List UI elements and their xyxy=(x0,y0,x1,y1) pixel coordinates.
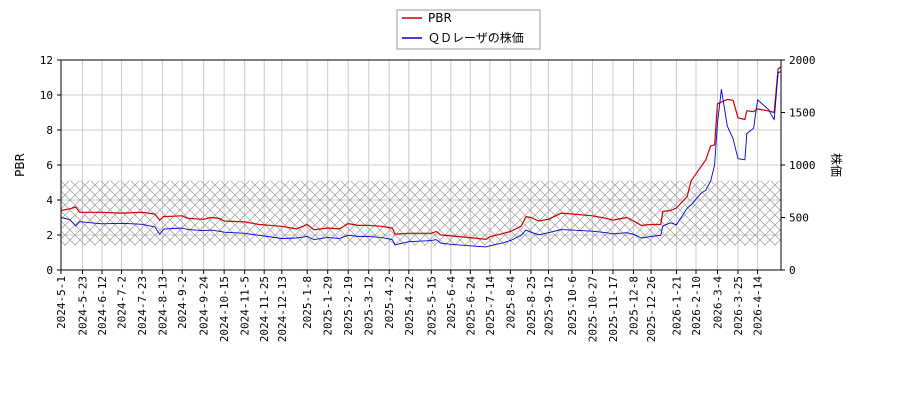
x-axis-tick-label: 2025-8-4 xyxy=(504,276,517,329)
right-axis-tick-label: 2000 xyxy=(789,54,816,67)
reference-band xyxy=(61,180,781,246)
x-axis-tick-label: 2024-9-2 xyxy=(176,276,189,329)
legend-box xyxy=(396,9,541,50)
series-line-pbr xyxy=(61,66,781,240)
x-axis-tick-label: 2025-7-14 xyxy=(484,276,497,336)
x-axis-tick-label: 2025-1-8 xyxy=(301,276,314,329)
x-axis-tick-label: 2025-12-8 xyxy=(627,276,640,336)
x-axis-tick-label: 2025-3-12 xyxy=(363,276,376,336)
left-axis-tick-label: 4 xyxy=(46,194,53,207)
x-axis-tick-label: 2024-10-15 xyxy=(218,276,231,342)
right-axis: 0 500 1000 1500 2000 xyxy=(781,54,816,277)
x-axis: 2024-5-1 2024-5-23 2024-6-12 2024-7-2 2024-7… xyxy=(55,270,765,342)
x-axis-tick-label: 2024-9-24 xyxy=(198,276,211,336)
x-axis-tick-label: 2025-11-17 xyxy=(607,276,620,342)
x-axis-tick-label: 2024-8-13 xyxy=(157,276,170,336)
x-axis-tick-label: 2025-12-26 xyxy=(645,276,658,342)
right-axis-title: 株価 xyxy=(829,153,844,177)
x-axis-tick-label: 2026-2-10 xyxy=(690,276,703,336)
x-axis-tick-label: 2024-11-25 xyxy=(258,276,271,342)
x-axis-tick-label: 2024-7-23 xyxy=(136,276,149,336)
x-axis-tick-label: 2024-6-12 xyxy=(96,276,109,336)
legend-label-price: ＱＤレーザの株価 xyxy=(428,30,524,45)
right-axis-tick-label: 1000 xyxy=(789,159,816,172)
x-axis-tick-label: 2024-5-23 xyxy=(76,276,89,336)
x-axis-tick-label: 2025-9-12 xyxy=(542,276,555,336)
x-axis-tick-label: 2025-1-29 xyxy=(322,276,335,336)
x-axis-tick-label: 2026-4-14 xyxy=(752,276,765,336)
x-axis-tick-label: 2025-10-6 xyxy=(566,276,579,336)
left-axis-tick-label: 10 xyxy=(40,89,53,102)
right-axis-tick-label: 500 xyxy=(789,212,809,225)
right-axis-tick-label: 1500 xyxy=(789,107,816,120)
series-line-stock-price xyxy=(61,71,781,248)
x-axis-tick-label: 2024-11-5 xyxy=(239,276,252,336)
left-axis-tick-label: 6 xyxy=(46,159,53,172)
right-axis-tick-label: 0 xyxy=(789,264,796,277)
legend: PBR ＱＤレーザの株価 xyxy=(396,9,541,50)
left-axis-tick-label: 8 xyxy=(46,124,53,137)
x-axis-tick-label: 2025-2-19 xyxy=(342,276,355,336)
left-axis-tick-label: 2 xyxy=(46,229,53,242)
x-axis-tick-label: 2025-4-2 xyxy=(383,276,396,329)
series-layer xyxy=(61,66,781,248)
x-axis-tick-label: 2025-6-4 xyxy=(445,276,458,329)
left-axis-tick-label: 0 xyxy=(46,264,53,277)
x-axis-tick-label: 2025-4-22 xyxy=(403,276,416,336)
legend-label-pbr: PBR xyxy=(428,11,452,25)
x-axis-tick-label: 2025-8-25 xyxy=(525,276,538,336)
x-axis-tick-label: 2024-7-2 xyxy=(116,276,129,329)
x-axis-tick-label: 2025-6-24 xyxy=(464,276,477,336)
x-axis-tick-label: 2025-10-27 xyxy=(586,276,599,342)
left-axis-tick-label: 12 xyxy=(40,54,53,67)
x-axis-tick-label: 2026-1-21 xyxy=(670,276,683,336)
x-axis-tick-label: 2025-5-15 xyxy=(425,276,438,336)
x-axis-tick-label: 2026-3-25 xyxy=(732,276,745,336)
left-axis: 0 2 4 6 8 10 12 xyxy=(40,54,61,277)
x-axis-tick-label: 2024-5-1 xyxy=(55,276,68,329)
left-axis-title: PBR xyxy=(13,153,27,177)
x-axis-tick-label: 2024-12-13 xyxy=(276,276,289,342)
x-axis-tick-label: 2026-3-4 xyxy=(711,276,724,329)
